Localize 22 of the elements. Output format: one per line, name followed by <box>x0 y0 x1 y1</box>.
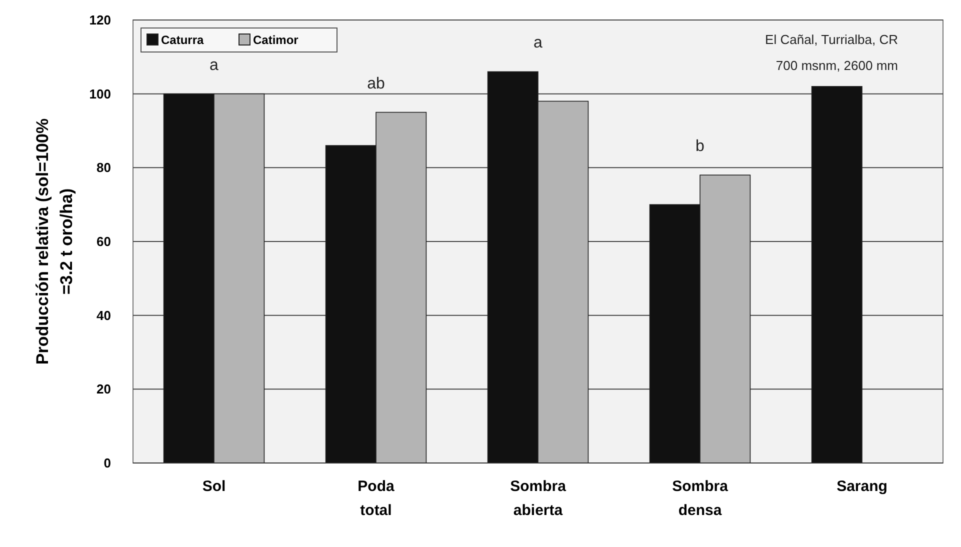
annotation: El Cañal, Turrialba, CR <box>765 32 898 47</box>
x-tick-label: Sombra abierta <box>510 478 567 519</box>
annotation: 700 msnm, 2600 mm <box>776 58 898 73</box>
y-tick-label: 60 <box>96 234 111 250</box>
legend-label: Caturra <box>161 33 204 47</box>
bar <box>811 86 862 464</box>
y-tick-label: 40 <box>96 308 111 323</box>
y-tick-label: 120 <box>89 12 111 28</box>
y-axis-title: Producción relativa (sol=100% =3.2 t oro/ha) <box>33 118 76 365</box>
annotation: a <box>210 56 219 74</box>
legend-label: Catimor <box>253 33 299 47</box>
x-tick-label: Sombra densa <box>672 478 729 519</box>
annotation: a <box>534 34 543 52</box>
x-tick-label: Sol <box>202 478 226 495</box>
x-tick-label: Poda total <box>358 478 395 519</box>
x-tick-label: Sarang <box>836 478 888 495</box>
y-tick-label: 20 <box>96 382 111 397</box>
annotation: b <box>696 138 705 156</box>
y-tick-label: 80 <box>96 160 111 176</box>
y-tick-label: 0 <box>104 456 111 471</box>
annotation: ab <box>367 75 385 92</box>
y-tick-label: 100 <box>89 86 111 102</box>
